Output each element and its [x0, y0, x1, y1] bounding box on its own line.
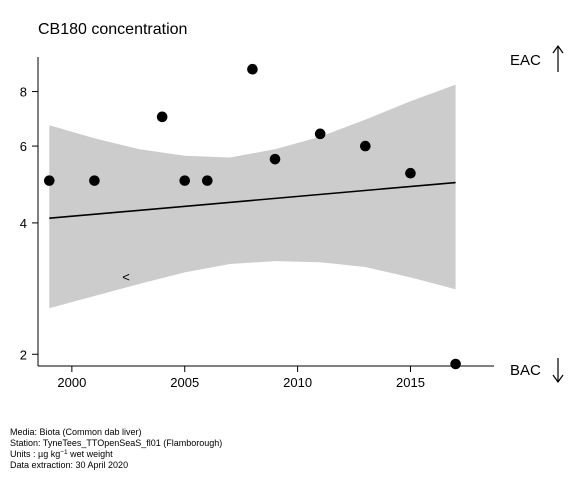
footer-units: Units : µg kg−1 wet weight — [10, 448, 222, 460]
footer-extraction: Data extraction: 30 April 2020 — [10, 459, 129, 470]
x-tick-label: 2005 — [170, 375, 199, 390]
chart-title: CB180 concentration — [38, 21, 187, 38]
plot-area: 2000 2005 2010 2015 2 4 6 8 < EAC BAC — [20, 44, 564, 390]
x-tick-label: 2010 — [283, 375, 312, 390]
y-tick-label: 4 — [20, 216, 27, 231]
reference-label-bac: BAC — [510, 362, 541, 379]
reference-label-eac: EAC — [510, 52, 541, 69]
arrow-down-icon — [552, 358, 564, 384]
footer-units-prefix: Units : µg kg — [10, 449, 61, 459]
footer-media: Media: Biota (Common dab liver) — [10, 427, 142, 437]
data-point — [314, 128, 326, 140]
data-point — [156, 111, 168, 123]
data-point — [450, 358, 461, 370]
x-tick-label: 2000 — [57, 375, 86, 390]
data-point — [43, 175, 55, 186]
trend-line — [49, 181, 456, 220]
data-point — [247, 63, 258, 75]
footer-units-suffix: wet weight — [67, 449, 113, 459]
data-point — [360, 140, 371, 152]
data-point — [89, 175, 100, 186]
footer-notes: Media: Biota (Common dab liver) Station:… — [10, 427, 222, 470]
y-tick-label: 6 — [20, 139, 27, 154]
data-point — [405, 167, 416, 179]
data-point — [179, 175, 191, 186]
confidence-band — [49, 84, 456, 309]
y-tick-label: 8 — [20, 85, 27, 100]
x-tick-label: 2015 — [396, 375, 425, 390]
footer-station: Station: TyneTees_TTOpenSeaS_fl01 (Flamb… — [10, 437, 223, 448]
arrow-up-icon — [552, 44, 564, 72]
annotation-less-than: < — [122, 269, 130, 284]
data-point — [202, 175, 213, 186]
y-tick-label: 2 — [20, 347, 27, 362]
footer-units-exponent: −1 — [60, 449, 68, 456]
data-point — [269, 153, 281, 165]
